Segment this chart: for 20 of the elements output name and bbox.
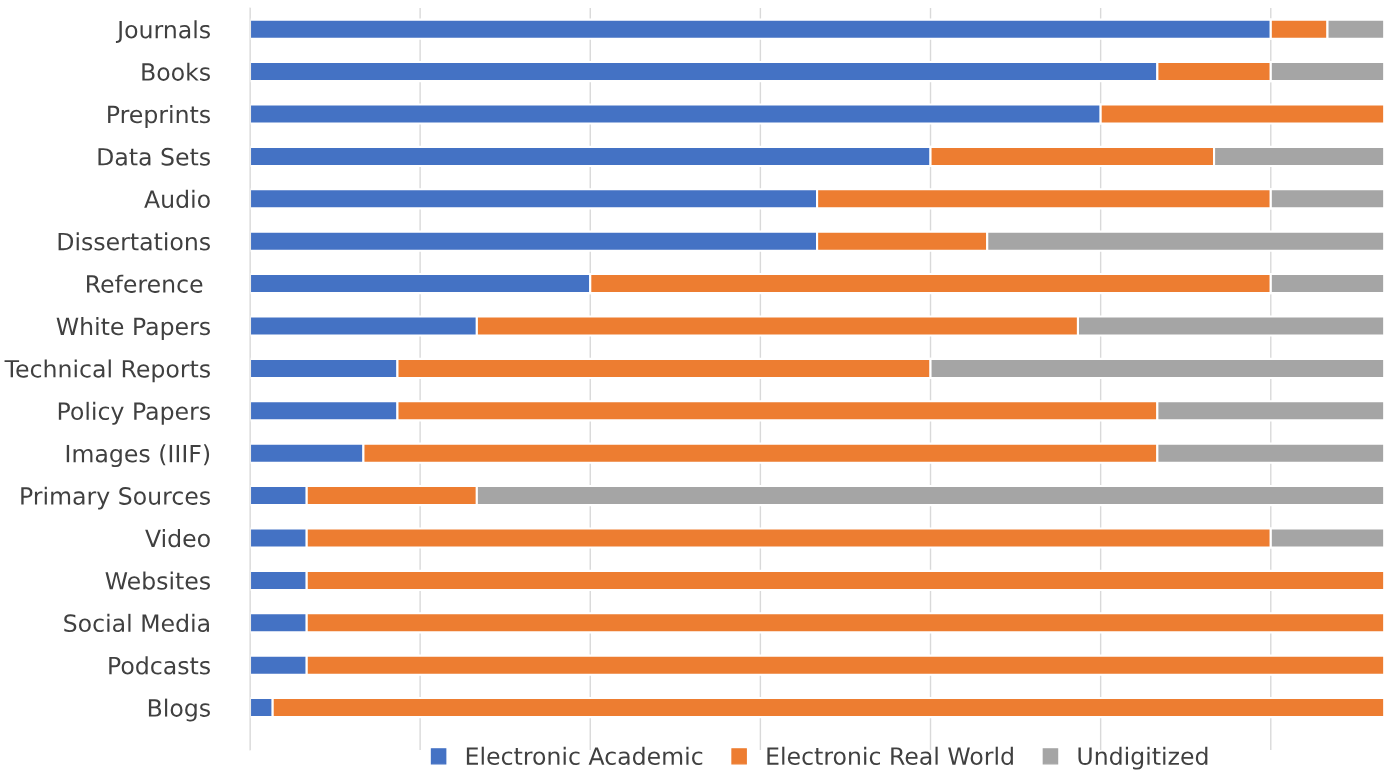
y-tick-label: Journals (115, 20, 210, 43)
y-tick-label: Websites (105, 571, 210, 590)
y-tick-label: Dissertations (58, 232, 210, 251)
y-tick-label: Primary Sources (21, 486, 210, 510)
y-tick-label: Reference (87, 274, 203, 293)
legend-label: Electronic Academic (466, 746, 703, 765)
y-tick-label: Books (142, 62, 210, 81)
y-tick-label: Technical Reports (4, 359, 210, 383)
y-tick-label: Data Sets (98, 147, 210, 166)
legend-label: Electronic Real World (767, 746, 1013, 765)
y-tick-label: Policy Papers (58, 401, 210, 425)
y-tick-label: Images (IIIF) (66, 444, 210, 468)
y-tick-label: Social Media (64, 613, 209, 633)
y-tick-label: Audio (144, 189, 210, 209)
legend-label: Undigitized (1078, 746, 1208, 770)
y-tick-label: Preprints (108, 105, 210, 128)
y-tick-label: Video (145, 529, 210, 548)
y-tick-label: Blogs (148, 698, 210, 722)
y-tick-label: Podcasts (109, 656, 210, 675)
y-tick-label: White Papers (56, 317, 210, 340)
